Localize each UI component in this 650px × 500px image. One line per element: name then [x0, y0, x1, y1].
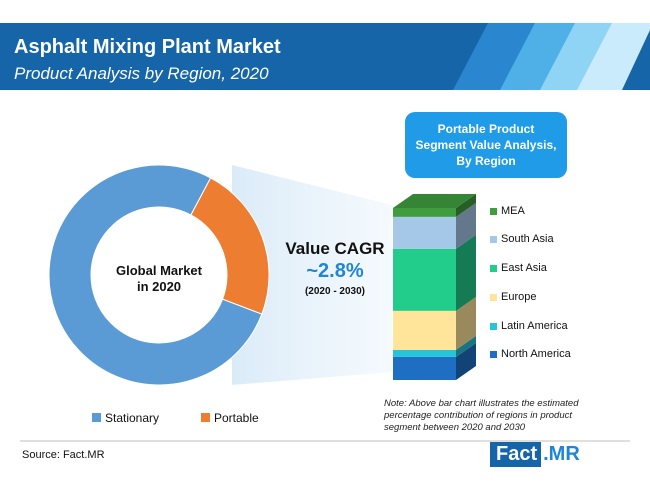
connector-band — [232, 165, 392, 385]
bar-segment-europe — [393, 310, 456, 350]
legend-label-north-america: North America — [501, 348, 571, 360]
header-stripe-4 — [577, 23, 650, 90]
bar-side-mea — [456, 194, 476, 217]
legend-label-latin-america: Latin America — [501, 320, 568, 332]
legend-swatch-north-america — [490, 351, 497, 358]
brand-logo-fact: Fact — [490, 441, 542, 467]
cagr-value: ~2.8% — [306, 260, 364, 282]
bar-side-east-asia — [456, 234, 476, 311]
legend-swatch-portable — [201, 413, 210, 422]
legend-swatch-europe — [490, 294, 497, 301]
donut-chart — [48, 164, 270, 386]
callout-line-1: Portable Product — [437, 122, 535, 136]
donut-slice-stationary — [48, 164, 263, 386]
bar-segment-mea — [393, 208, 456, 217]
header-stripe-2 — [500, 23, 582, 90]
header-stripe-3 — [540, 23, 620, 90]
bar-segment-east-asia — [393, 248, 456, 311]
bar-side-europe — [456, 296, 476, 350]
legend-label-portable: Portable — [214, 411, 259, 425]
chart-note: Note: Above bar chart illustrates the es… — [384, 398, 579, 433]
header-stripe-1 — [453, 23, 540, 90]
legend-label-mea: MEA — [501, 205, 525, 217]
bar-segment-north-america — [393, 356, 456, 380]
legend-swatch-latin-america — [490, 323, 497, 330]
callout-line-2: Segment Value Analysis, — [415, 138, 557, 152]
cagr-period: (2020 - 2030) — [304, 286, 366, 297]
bar-side-latin-america — [456, 335, 476, 357]
bar-top-mea — [393, 194, 476, 208]
source-text: Source: Fact.MR — [22, 449, 105, 461]
chart-subtitle: Product Analysis by Region, 2020 — [14, 64, 269, 83]
bar-side-north-america — [456, 342, 476, 380]
legend-swatch-south-asia — [490, 236, 497, 243]
stacked-bar-chart — [393, 194, 497, 380]
legend-swatch-stationary — [92, 413, 101, 422]
callout-box: Portable Product Segment Value Analysis,… — [405, 112, 567, 178]
chart-title: Asphalt Mixing Plant Market — [14, 36, 281, 58]
bar-segment-latin-america — [393, 349, 456, 357]
donut-center-line-1: Global Market — [116, 263, 202, 278]
bar-segment-south-asia — [393, 216, 456, 249]
bar-side-south-asia — [456, 202, 476, 249]
brand-logo-mr: .MR — [543, 442, 580, 465]
legend-label-east-asia: East Asia — [501, 262, 547, 274]
legend-swatch-mea — [490, 208, 497, 215]
brand-logo: Fact .MR — [490, 441, 580, 467]
legend-label-south-asia: South Asia — [501, 233, 554, 245]
legend-swatch-east-asia — [490, 265, 497, 272]
legend-label-stationary: Stationary — [105, 411, 160, 425]
donut-center-label: Global Market in 2020 — [104, 263, 214, 295]
callout-line-3: By Region — [456, 154, 516, 168]
cagr-title: Value CAGR — [285, 239, 385, 258]
donut-slice-portable — [190, 177, 270, 315]
donut-center-line-2: in 2020 — [136, 279, 182, 294]
legend-label-europe: Europe — [501, 291, 537, 303]
